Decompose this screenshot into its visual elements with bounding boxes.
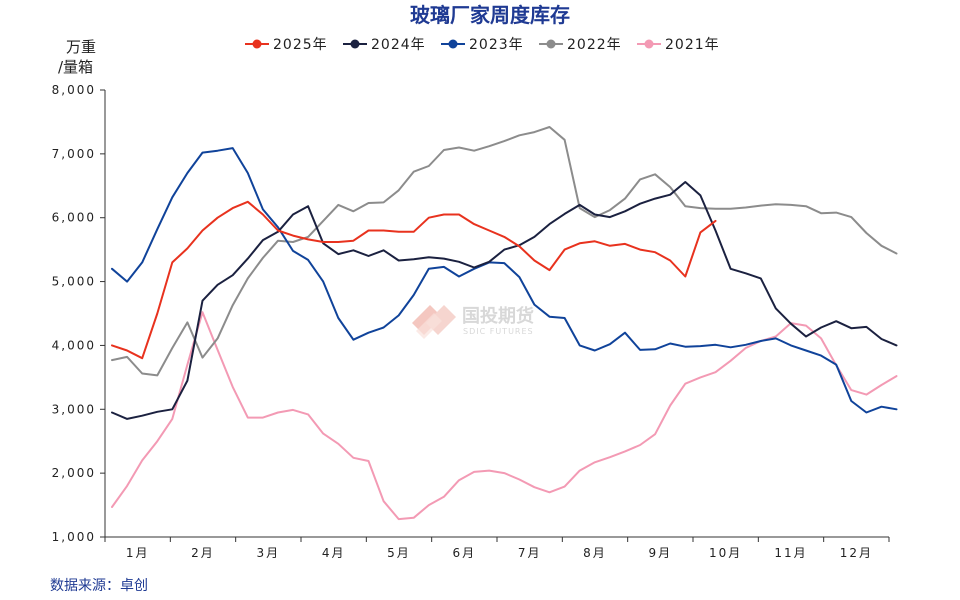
- watermark: 国投期货 SDIC FUTURES: [412, 305, 534, 339]
- legend-marker: [350, 39, 360, 49]
- y-tick-label: 5,000: [52, 275, 96, 289]
- x-tick-label: 2月: [191, 546, 215, 560]
- legend-label: 2021年: [665, 37, 720, 53]
- legend-label: 2024年: [371, 37, 426, 53]
- y-axis-unit-line2: /量箱: [58, 58, 93, 76]
- legend-marker: [252, 39, 262, 49]
- data-source: 数据来源：卓创: [50, 578, 148, 594]
- x-tick-label: 5月: [387, 546, 411, 560]
- legend-label: 2022年: [567, 37, 622, 53]
- y-tick-label: 4,000: [52, 338, 96, 352]
- watermark-logo-icon: [412, 305, 456, 339]
- watermark-sub: SDIC FUTURES: [463, 327, 534, 336]
- y-tick-label: 7,000: [52, 147, 96, 161]
- series-line-2025年: [111, 200, 717, 360]
- series-line-2021年: [111, 311, 898, 521]
- legend-marker: [546, 39, 556, 49]
- x-tick-label: 8月: [583, 546, 607, 560]
- x-tick-label: 3月: [257, 546, 281, 560]
- y-tick-label: 2,000: [52, 466, 96, 480]
- x-tick-label: 6月: [453, 546, 477, 560]
- x-tick-label: 1月: [126, 546, 150, 560]
- legend-label: 2025年: [273, 37, 328, 53]
- x-tick-label: 9月: [649, 546, 673, 560]
- legend-label: 2023年: [469, 37, 524, 53]
- legend: 2025年 2024年 2023年 2022年 2021年: [245, 37, 720, 53]
- y-tick-label: 3,000: [52, 402, 96, 416]
- legend-marker: [448, 39, 458, 49]
- legend-marker: [644, 39, 654, 49]
- series-line-2022年: [111, 126, 898, 377]
- x-tick-label: 7月: [518, 546, 542, 560]
- series-layer: [111, 126, 898, 521]
- y-tick-label: 1,000: [52, 530, 96, 544]
- chart-title: 玻璃厂家周度库存: [410, 3, 570, 27]
- series-line-2024年: [111, 181, 898, 420]
- watermark-name: 国投期货: [462, 305, 534, 327]
- y-tick-label: 6,000: [52, 211, 96, 225]
- x-tick-label: 10月: [709, 546, 742, 560]
- axes: 1,000 2,000 3,000 4,000 5,000 6,000 7,000 8,000…: [52, 83, 890, 560]
- y-tick-label: 8,000: [52, 83, 96, 97]
- y-axis-unit-line1: 万重: [66, 38, 96, 56]
- x-tick-label: 11月: [774, 546, 807, 560]
- x-tick-label: 4月: [322, 546, 346, 560]
- x-tick-label: 12月: [840, 546, 873, 560]
- series-line-2023年: [111, 147, 898, 414]
